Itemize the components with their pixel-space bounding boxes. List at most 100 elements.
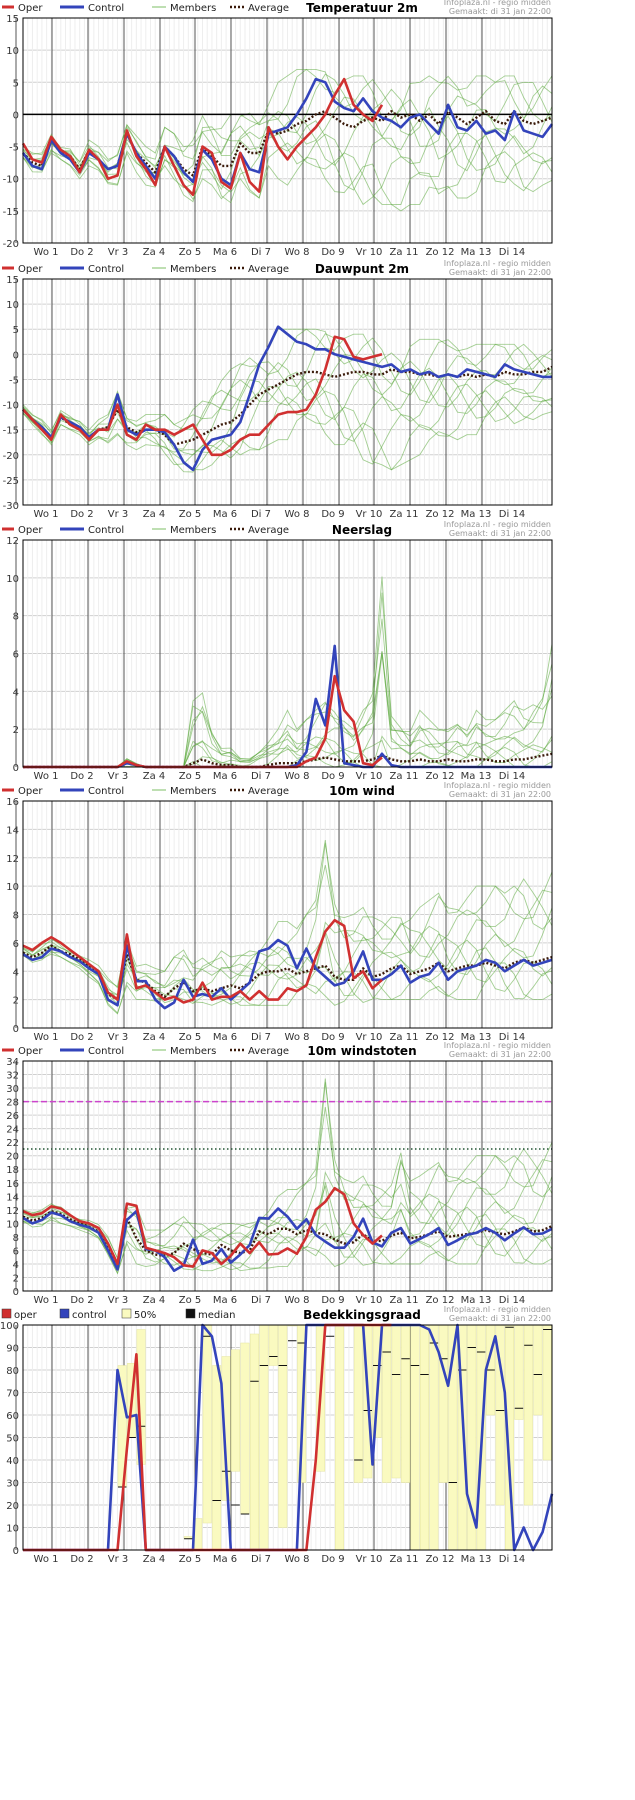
x-tick-label: Wo 8 [285,1032,310,1043]
x-tick-label: Vr 10 [356,509,383,520]
band-50pct-bar [382,1324,392,1483]
x-tick-label: Do 2 [70,771,93,782]
made-label: Gemaakt: di 31 jan 22:00 [449,790,551,799]
band-50pct-bar [278,1324,288,1528]
x-tick-label: Zo 5 [179,247,202,258]
y-tick-label: 70 [6,1389,19,1400]
y-tick-label: -10 [3,401,19,412]
x-tick-label: Zo 5 [179,771,202,782]
legend-oper-label: oper [14,1310,38,1321]
legend-control-label: Control [88,1046,124,1057]
x-tick-label: Ma 6 [213,509,237,520]
legend-oper-label: Oper [18,786,43,797]
y-tick-label: 80 [6,1366,19,1377]
x-tick-label: Di 7 [251,1554,271,1565]
y-tick-label: 12 [6,854,19,865]
legend-control-label: Control [88,525,124,536]
x-tick-label: Za 11 [390,1295,419,1306]
legend-oper-swatch [1,1308,12,1319]
series-oper-line [21,77,384,197]
y-tick-label: 15 [6,275,19,286]
x-tick-label: Za 11 [390,771,419,782]
x-tick-label: Vr 3 [108,509,129,520]
made-label: Gemaakt: di 31 jan 22:00 [449,7,551,16]
x-tick-label: Zo 12 [426,771,455,782]
band-50pct-bar [240,1342,250,1515]
series-control-line [22,938,553,1010]
y-tick-label: 50 [6,1434,19,1445]
x-tick-label: Za 11 [390,1032,419,1043]
y-tick-label: 16 [6,1179,19,1190]
plot-frame [22,278,553,506]
x-tick-label: Di 7 [251,771,271,782]
x-tick-label: Di 7 [251,247,271,258]
band-50pct-bar [334,1324,344,1551]
x-tick-label: Za 11 [390,509,419,520]
x-tick-label: Di 14 [499,1032,525,1043]
x-tick-label: Vr 3 [108,1032,129,1043]
x-tick-label: Wo 8 [285,509,310,520]
plot-frame [22,539,553,768]
x-tick-label: Wo 8 [285,1295,310,1306]
x-tick-label: Do 2 [70,1295,93,1306]
plot-frame [22,17,553,244]
x-tick-label: Vr 10 [356,771,383,782]
x-tick-label: Zo 12 [426,247,455,258]
x-tick-label: Ma 13 [461,247,492,258]
band-50pct-bar [410,1324,420,1551]
band-50pct-bar [523,1324,533,1506]
source-label: Infoplaza.nl - regio midden [444,1305,551,1314]
y-tick-label: 26 [6,1111,19,1122]
member-line [22,947,553,1015]
band-50pct-bar [420,1324,429,1551]
legend-oper-label: Oper [18,3,43,14]
source-label: Infoplaza.nl - regio midden [444,259,551,268]
band-50pct-bar [268,1324,278,1366]
x-tick-label: Zo 5 [179,509,202,520]
x-tick-label: Vr 10 [356,1295,383,1306]
legend-oper-label: Oper [18,1046,43,1057]
x-tick-label: Za 4 [143,1554,166,1565]
made-label: Gemaakt: di 31 jan 22:00 [449,1050,551,1059]
band-50pct-bar [212,1365,222,1551]
chart-panel-4: 1614121086420Wo 1Do 2Vr 3Za 4Zo 5Ma 6Di … [2,781,553,1043]
x-tick-label: Zo 5 [179,1032,202,1043]
x-tick-label: Wo 1 [34,1295,59,1306]
y-tick-label: 10 [6,1524,19,1535]
x-tick-label: Wo 1 [34,247,59,258]
y-tick-label: 20 [6,1152,19,1163]
y-tick-label: 20 [6,1501,19,1512]
ensemble-meteogram: 15 10 50 -5 -10 -15 -20 Wo 1 Do 2 Vr 3 Za 4 Zo 5 Ma … [0,0,554,1565]
y-tick-label: 0 [13,1287,19,1298]
made-label: Gemaakt: di 31 jan 22:00 [449,529,551,538]
y-tick-label: 22 [6,1138,19,1149]
x-tick-label: Za 4 [143,509,166,520]
x-tick-label: Ma 6 [213,1554,237,1565]
x-tick-label: Ma 6 [213,1032,237,1043]
member-line [22,148,553,212]
band-50pct-bar [202,1324,212,1524]
chart-title: 10m windstoten [307,1044,416,1058]
band-50pct-bar [438,1324,448,1483]
y-tick-label: -20 [3,239,19,250]
member-line [22,1213,553,1275]
legend-band-swatch [121,1308,132,1319]
member-line [22,354,553,450]
x-tick-label: Za 4 [143,771,166,782]
member-line [22,68,553,170]
x-tick-label: Ma 13 [461,509,492,520]
y-tick-label: 15 [6,14,19,25]
x-tick-label: Vr 3 [108,1295,129,1306]
y-tick-label: 10 [6,882,19,893]
x-tick-label: Wo 1 [34,771,59,782]
band-50pct-bar [353,1324,363,1483]
band-50pct-bar [429,1324,439,1551]
y-tick-label: 10 [6,46,19,57]
member-line [22,843,553,996]
legend-control-label: control [72,1310,107,1321]
chart-title: Temperatuur 2m [306,1,418,15]
x-tick-label: Za 11 [390,247,419,258]
series-oper-line [22,1186,383,1268]
band-50pct-bar [259,1324,269,1551]
x-tick-label: Do 2 [70,509,93,520]
